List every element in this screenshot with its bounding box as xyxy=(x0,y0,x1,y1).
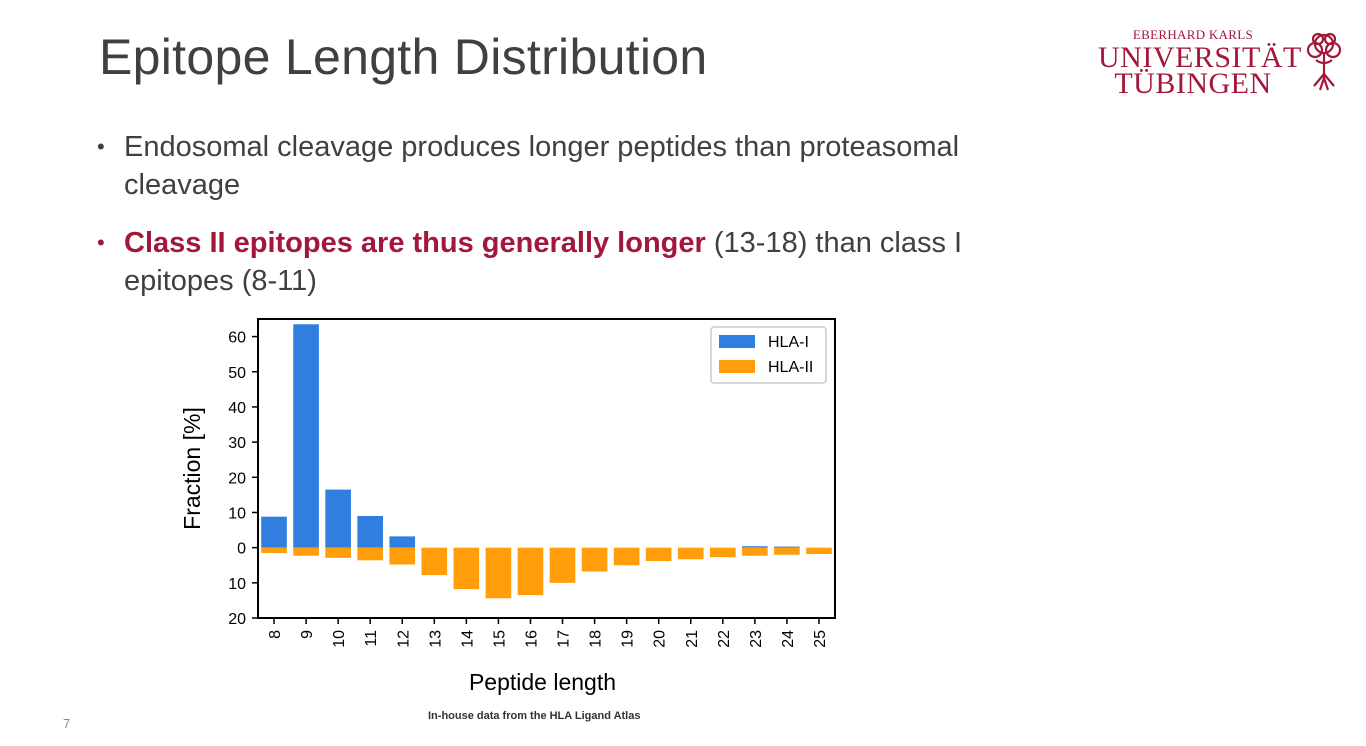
y-tick-label: 10 xyxy=(228,576,246,593)
x-tick-label: 11 xyxy=(363,630,380,647)
bar-hla-ii-16 xyxy=(517,547,544,596)
x-tick-label: 23 xyxy=(748,630,765,648)
y-tick-label: 20 xyxy=(228,611,246,628)
x-tick-label: 21 xyxy=(684,630,701,648)
bullet-text: (13-18) than class I epitopes (8-11) xyxy=(124,227,963,297)
bar-hla-ii-10 xyxy=(325,547,351,558)
slide-title: Epitope Length Distribution xyxy=(99,29,708,85)
page-number: 7 xyxy=(63,716,71,731)
x-axis-label: Peptide length xyxy=(469,669,616,695)
y-axis-label: Fraction [%] xyxy=(179,407,205,530)
bar-hla-ii-9 xyxy=(293,547,319,556)
y-tick-label: 10 xyxy=(228,505,246,522)
bullet-item: • Class II epitopes are thus generally l… xyxy=(97,224,1017,300)
x-tick-label: 22 xyxy=(716,630,733,648)
bar-hla-i-10 xyxy=(325,489,351,548)
x-tick-label: 12 xyxy=(395,630,412,648)
logo-line-2: UNIVERSITÄT xyxy=(1098,41,1302,74)
y-tick-label: 0 xyxy=(237,541,246,558)
x-tick-label: 14 xyxy=(459,630,476,648)
legend-swatch-hla-i xyxy=(719,335,755,348)
bar-hla-ii-19 xyxy=(613,547,640,566)
bar-hla-ii-22 xyxy=(709,547,736,558)
bar-hla-i-24 xyxy=(774,546,800,548)
legend-swatch-hla-ii xyxy=(719,360,755,373)
bullet-marker: • xyxy=(97,134,105,159)
bar-hla-i-12 xyxy=(389,536,416,548)
bullet-emphasis: Class II epitopes are thus generally lon… xyxy=(124,227,706,259)
x-tick-label: 13 xyxy=(427,630,444,648)
bar-hla-ii-8 xyxy=(261,547,287,553)
bar-hla-i-9 xyxy=(293,324,319,548)
y-tick-label: 60 xyxy=(228,330,246,347)
legend-label-hla-i: HLA-I xyxy=(768,334,809,351)
bullet-marker: • xyxy=(97,230,105,255)
bar-hla-ii-24 xyxy=(774,547,800,555)
logo-line-1: EBERHARD KARLS xyxy=(1132,27,1254,42)
bar-hla-ii-14 xyxy=(453,547,480,590)
x-tick-label: 8 xyxy=(267,630,284,639)
x-tick-label: 17 xyxy=(556,630,573,648)
bar-hla-ii-25 xyxy=(806,547,832,554)
x-tick-label: 15 xyxy=(491,630,508,648)
bar-hla-ii-15 xyxy=(485,547,512,599)
bar-hla-ii-12 xyxy=(389,547,416,565)
bar-hla-ii-13 xyxy=(421,547,448,576)
plot-frame xyxy=(257,318,836,619)
epitope-length-chart: 60 50 40 30 20 10 0 10 20 8 9 10 11 12 13 14 15 16 17 18 19 2… xyxy=(170,312,850,706)
bar-hla-ii-21 xyxy=(677,547,704,560)
logo-wordmark: EBERHARD KARLS UNIVERSITÄT TÜBINGEN xyxy=(1098,26,1302,100)
bullet-item: • Endosomal cleavage produces longer pep… xyxy=(97,128,1017,204)
logo-line-3: TÜBINGEN xyxy=(1114,67,1272,100)
y-tick-label: 50 xyxy=(228,365,246,382)
legend-label-hla-ii: HLA-II xyxy=(768,359,813,376)
y-tick-label: 20 xyxy=(228,470,246,487)
x-tick-label: 19 xyxy=(620,630,637,648)
bar-hla-i-11 xyxy=(357,515,384,548)
bar-hla-ii-20 xyxy=(645,547,672,562)
palm-tree-seal-icon xyxy=(1306,32,1342,91)
x-tick-label: 16 xyxy=(523,630,540,648)
x-tick-label: 18 xyxy=(588,630,605,648)
x-tick-label: 24 xyxy=(780,630,797,648)
x-tick-label: 25 xyxy=(812,630,829,648)
bar-hla-ii-18 xyxy=(581,547,608,572)
bar-hla-ii-23 xyxy=(742,547,768,556)
bullet-list: • Endosomal cleavage produces longer pep… xyxy=(97,128,1017,320)
bar-hla-i-8 xyxy=(261,516,287,548)
chart-svg: 60 50 40 30 20 10 0 10 20 8 9 10 11 12 13 14 15 16 17 18 19 2… xyxy=(179,318,836,695)
bar-hla-ii-11 xyxy=(357,547,384,561)
y-tick-label: 40 xyxy=(228,400,246,417)
bullet-text: Endosomal cleavage produces longer pepti… xyxy=(124,131,960,201)
bar-hla-i-23 xyxy=(742,546,768,548)
university-logo: EBERHARD KARLS UNIVERSITÄT TÜBINGEN xyxy=(1098,26,1348,100)
x-tick-label: 9 xyxy=(299,630,316,639)
x-tick-label: 10 xyxy=(331,630,348,648)
bar-hla-ii-17 xyxy=(549,547,576,583)
data-source-caption: In-house data from the HLA Ligand Atlas xyxy=(428,710,641,722)
y-tick-label: 30 xyxy=(228,435,246,452)
x-tick-label: 20 xyxy=(652,630,669,648)
